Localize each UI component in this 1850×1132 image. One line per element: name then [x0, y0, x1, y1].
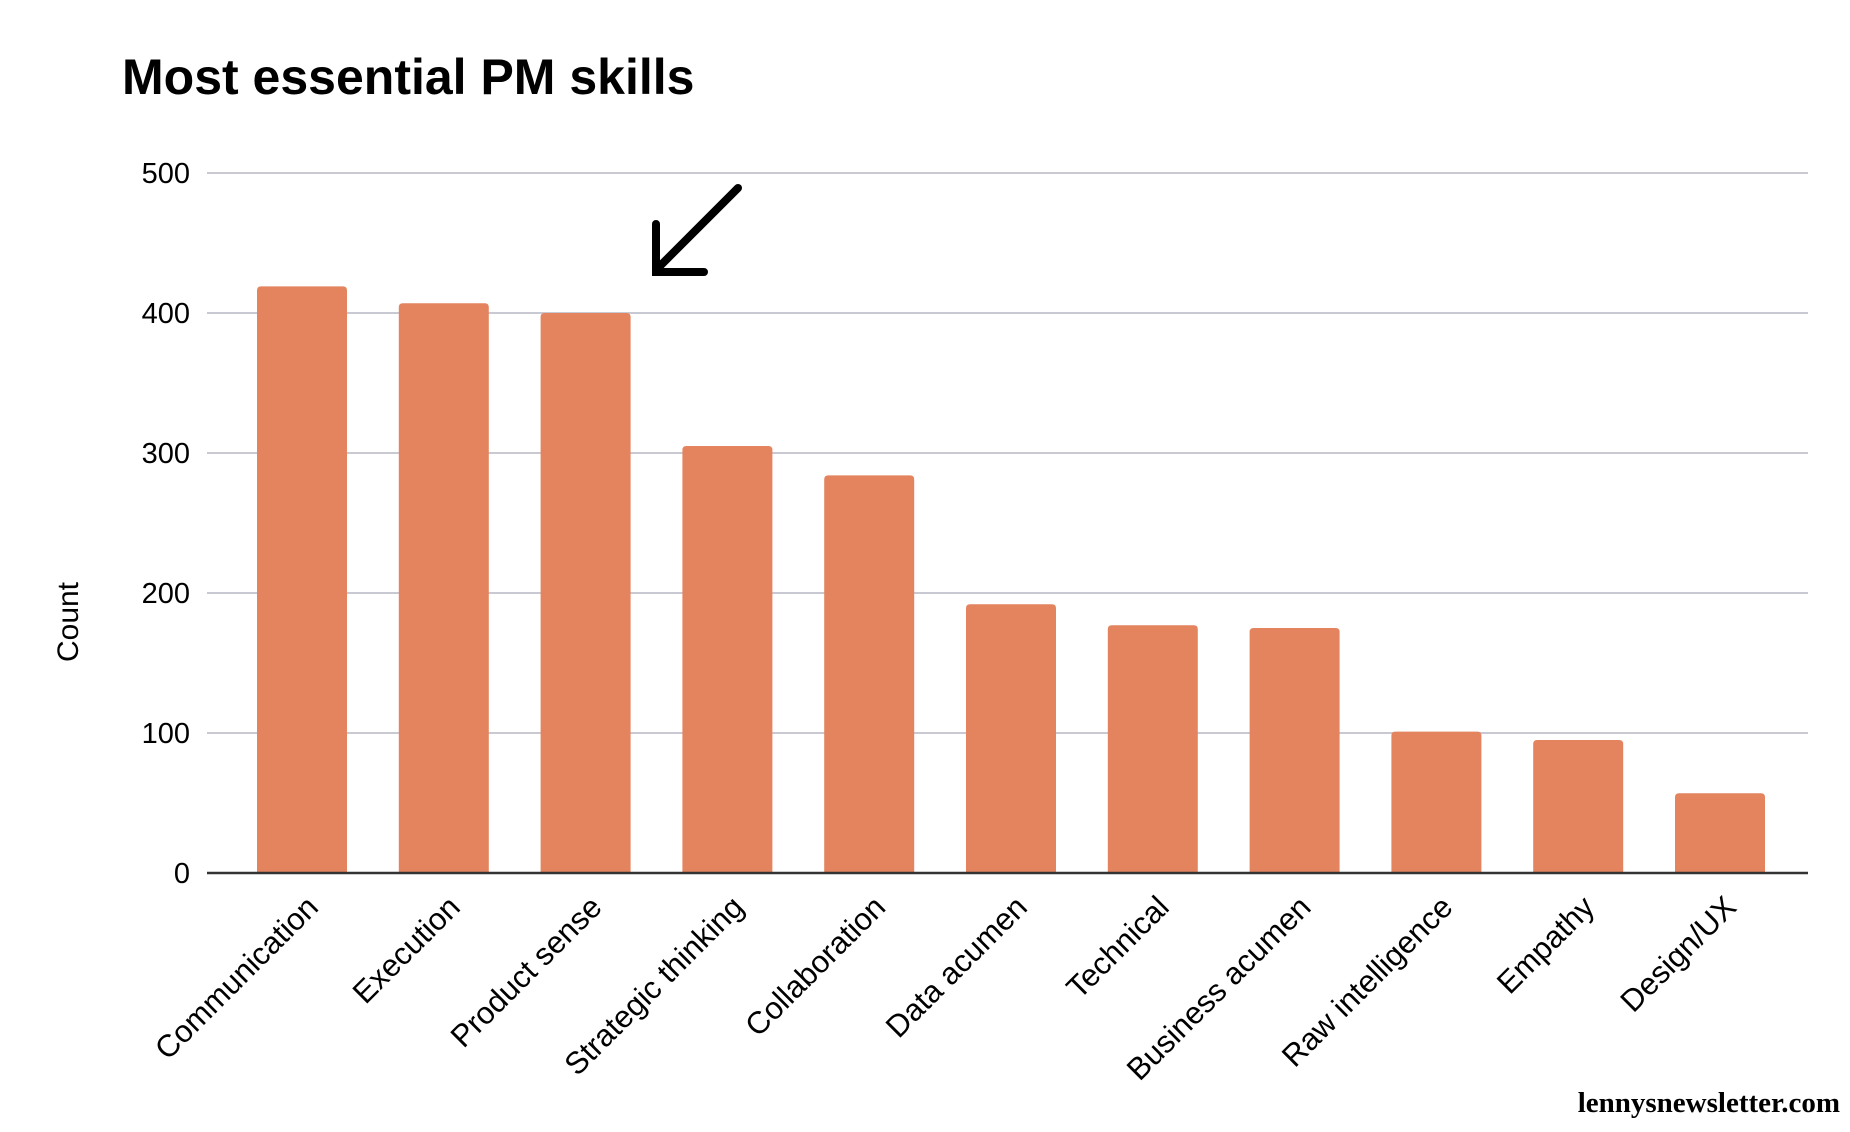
- bar: [1391, 731, 1482, 873]
- y-axis-ticks: 0 100 200 300 400 500: [142, 158, 190, 890]
- y-tick-label: 300: [142, 438, 190, 470]
- y-tick-label: 200: [142, 578, 190, 610]
- bar: [540, 313, 631, 873]
- bar: [1533, 740, 1624, 873]
- arrow-head: [652, 220, 708, 276]
- y-tick-label: 100: [142, 718, 190, 750]
- y-tick-label: 400: [142, 298, 190, 330]
- arrow-annotation: [652, 184, 742, 276]
- bar: [1675, 793, 1765, 873]
- y-tick-label: 0: [174, 858, 190, 890]
- x-tick-label: Communication: [148, 889, 325, 1066]
- x-tick-label: Empathy: [1490, 889, 1602, 1001]
- credit-text: lennysnewsletter.com: [1578, 1087, 1840, 1119]
- bar: [1107, 625, 1198, 873]
- bar: [824, 475, 915, 873]
- x-tick-label: Technical: [1060, 889, 1176, 1005]
- bar: [682, 446, 773, 873]
- arrow-shaft: [652, 184, 742, 274]
- x-tick-label: Execution: [346, 889, 467, 1010]
- bar: [1249, 628, 1340, 873]
- bar: [398, 303, 489, 873]
- chart-title: Most essential PM skills: [122, 49, 694, 105]
- x-tick-label: Collaboration: [738, 889, 892, 1043]
- bars: [257, 286, 1765, 873]
- bar: [966, 604, 1056, 873]
- y-tick-label: 500: [142, 158, 190, 190]
- x-tick-label: Design/UX: [1613, 889, 1743, 1019]
- x-tick-label: Product sense: [444, 889, 609, 1054]
- x-tick-label: Data acumen: [879, 889, 1034, 1044]
- y-axis-label: Count: [52, 581, 85, 662]
- bar: [257, 286, 347, 873]
